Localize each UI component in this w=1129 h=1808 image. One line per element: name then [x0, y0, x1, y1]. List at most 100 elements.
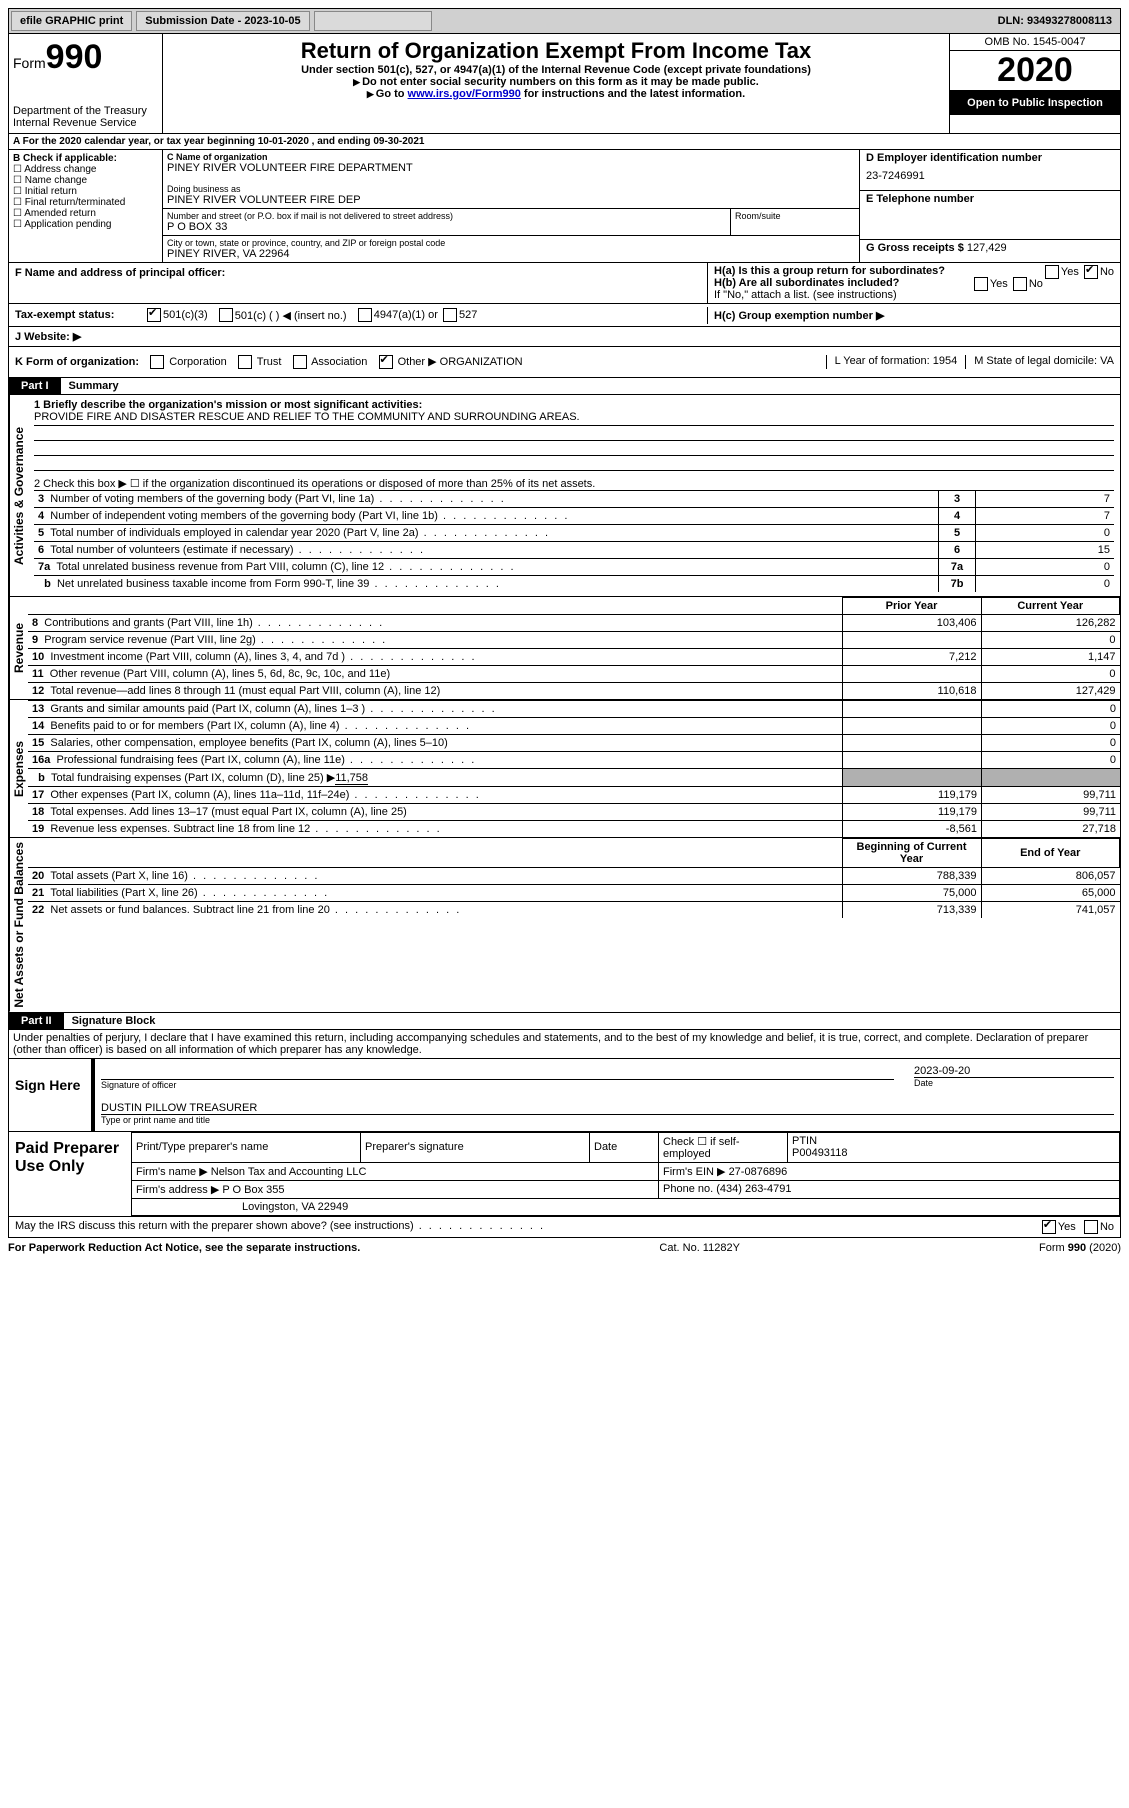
form-header: Form990 Department of the Treasury Inter… — [8, 34, 1121, 134]
irs-label: Internal Revenue Service — [13, 117, 158, 129]
discuss-no-cb[interactable] — [1084, 1220, 1098, 1234]
tax-year: 2020 — [950, 51, 1120, 91]
q1-label: 1 Briefly describe the organization's mi… — [34, 399, 1114, 411]
current-year-header: Current Year — [981, 598, 1120, 615]
q2-label: 2 Check this box ▶ ☐ if the organization… — [34, 477, 1114, 490]
gross-receipts-label: G Gross receipts $ — [866, 242, 967, 254]
footer-cat: Cat. No. 11282Y — [659, 1242, 740, 1254]
line-k: K Form of organization: Corporation Trus… — [8, 347, 1121, 378]
firm-addr2: Lovingston, VA 22949 — [132, 1198, 1120, 1215]
part1-header: Part I Summary — [8, 378, 1121, 395]
dln-label: DLN: 93493278008113 — [998, 15, 1120, 27]
city-label: City or town, state or province, country… — [167, 238, 855, 248]
box-right: D Employer identification number 23-7246… — [859, 150, 1120, 262]
sig-officer-label: Signature of officer — [101, 1079, 894, 1090]
org-name-label: C Name of organization — [167, 152, 855, 162]
gov-table: 3 Number of voting members of the govern… — [34, 490, 1114, 592]
exp-vert-label: Expenses — [9, 700, 28, 837]
discuss-yes-cb[interactable] — [1042, 1220, 1056, 1234]
h-b-note: If "No," attach a list. (see instruction… — [714, 289, 1114, 301]
firm-ein: 27-0876896 — [729, 1166, 788, 1178]
sign-here-label: Sign Here — [9, 1059, 91, 1131]
row-f-h: F Name and address of principal officer:… — [8, 263, 1121, 304]
part1-expenses: Expenses 13 Grants and similar amounts p… — [8, 700, 1121, 838]
form-number: Form990 — [13, 38, 158, 77]
mission-text: PROVIDE FIRE AND DISASTER RESCUE AND REL… — [34, 411, 1114, 426]
firm-name-label: Firm's name ▶ — [136, 1166, 208, 1178]
state-domicile: M State of legal domicile: VA — [965, 355, 1114, 369]
ha-yes-cb[interactable] — [1045, 265, 1059, 279]
cb-501c3[interactable] — [147, 308, 161, 322]
efile-button[interactable]: efile GRAPHIC print — [11, 11, 132, 31]
declaration-text: Under penalties of perjury, I declare th… — [8, 1030, 1121, 1059]
cb-other[interactable] — [379, 355, 393, 369]
prep-sig-label: Preparer's signature — [361, 1132, 590, 1162]
note-link: Go to www.irs.gov/Form990 for instructio… — [167, 88, 945, 100]
officer-name: DUSTIN PILLOW TREASURER — [101, 1102, 1114, 1114]
prep-self-cb[interactable]: Check ☐ if self-employed — [659, 1132, 788, 1162]
open-public-badge: Open to Public Inspection — [950, 91, 1120, 115]
prep-date-label: Date — [590, 1132, 659, 1162]
firm-phone: (434) 263-4791 — [716, 1183, 791, 1195]
org-type-other: ORGANIZATION — [440, 356, 523, 368]
phone-label: E Telephone number — [866, 193, 1114, 205]
preparer-block: Paid Preparer Use Only Print/Type prepar… — [8, 1132, 1121, 1217]
cb-name[interactable]: ☐ Name change — [13, 175, 158, 186]
addr-label: Number and street (or P.O. box if mail i… — [167, 211, 726, 221]
sig-date: 2023-09-20 — [914, 1065, 1114, 1077]
cb-corp[interactable] — [150, 355, 164, 369]
street-address: P O BOX 33 — [167, 221, 726, 233]
h-a: H(a) Is this a group return for subordin… — [714, 265, 1114, 277]
sig-date-label: Date — [914, 1077, 1114, 1088]
net-vert-label: Net Assets or Fund Balances — [9, 838, 28, 1012]
note-ssn: Do not enter social security numbers on … — [167, 76, 945, 88]
prep-name-label: Print/Type preparer's name — [132, 1132, 361, 1162]
prior-year-header: Prior Year — [842, 598, 981, 615]
ptin-label: PTIN — [792, 1135, 817, 1147]
ptin-value: P00493118 — [792, 1147, 847, 1159]
form-subtitle: Under section 501(c), 527, or 4947(a)(1)… — [167, 64, 945, 76]
footer-right: Form 990 (2020) — [1039, 1242, 1121, 1254]
cb-pending[interactable]: ☐ Application pending — [13, 219, 158, 230]
cb-initial[interactable]: ☐ Initial return — [13, 186, 158, 197]
dba-label: Doing business as — [167, 184, 855, 194]
begin-year-header: Beginning of Current Year — [842, 839, 981, 868]
form-title: Return of Organization Exempt From Incom… — [167, 38, 945, 64]
hb-no-cb[interactable] — [1013, 277, 1027, 291]
cb-assoc[interactable] — [293, 355, 307, 369]
cb-527[interactable] — [443, 308, 457, 322]
firm-addr1: P O Box 355 — [222, 1184, 284, 1196]
cb-amended[interactable]: ☐ Amended return — [13, 208, 158, 219]
room-label: Room/suite — [735, 211, 855, 221]
ein-label: D Employer identification number — [866, 152, 1114, 164]
cb-4947[interactable] — [358, 308, 372, 322]
net-table: Beginning of Current YearEnd of Year 20 … — [28, 838, 1120, 918]
rev-vert-label: Revenue — [9, 597, 28, 699]
top-bar: efile GRAPHIC print Submission Date - 20… — [8, 8, 1121, 34]
ha-no-cb[interactable] — [1084, 265, 1098, 279]
dba-name: PINEY RIVER VOLUNTEER FIRE DEP — [167, 194, 855, 206]
tax-status-label: Tax-exempt status: — [15, 309, 145, 321]
hb-yes-cb[interactable] — [974, 277, 988, 291]
cb-address[interactable]: ☐ Address change — [13, 164, 158, 175]
submission-date-button[interactable]: Submission Date - 2023-10-05 — [136, 11, 309, 31]
officer-label: F Name and address of principal officer: — [15, 267, 225, 279]
box-b: B Check if applicable: ☐ Address change … — [9, 150, 163, 262]
city-state-zip: PINEY RIVER, VA 22964 — [167, 248, 855, 260]
omb-number: OMB No. 1545-0047 — [950, 34, 1120, 51]
gross-receipts-value: 127,429 — [967, 242, 1007, 254]
irs-link[interactable]: www.irs.gov/Form990 — [408, 88, 521, 100]
footer-left: For Paperwork Reduction Act Notice, see … — [8, 1242, 360, 1254]
cb-501c[interactable] — [219, 308, 233, 322]
firm-ein-label: Firm's EIN ▶ — [663, 1166, 726, 1178]
year-formation: L Year of formation: 1954 — [826, 355, 958, 369]
part2-header: Part II Signature Block — [8, 1013, 1121, 1030]
cb-trust[interactable] — [238, 355, 252, 369]
cb-final[interactable]: ☐ Final return/terminated — [13, 197, 158, 208]
firm-name: Nelson Tax and Accounting LLC — [211, 1166, 367, 1178]
preparer-label: Paid Preparer Use Only — [9, 1132, 131, 1216]
org-name: PINEY RIVER VOLUNTEER FIRE DEPARTMENT — [167, 162, 855, 174]
gov-vert-label: Activities & Governance — [9, 395, 28, 596]
h-c: H(c) Group exemption number ▶ — [714, 310, 884, 322]
dept-label: Department of the Treasury — [13, 105, 158, 117]
